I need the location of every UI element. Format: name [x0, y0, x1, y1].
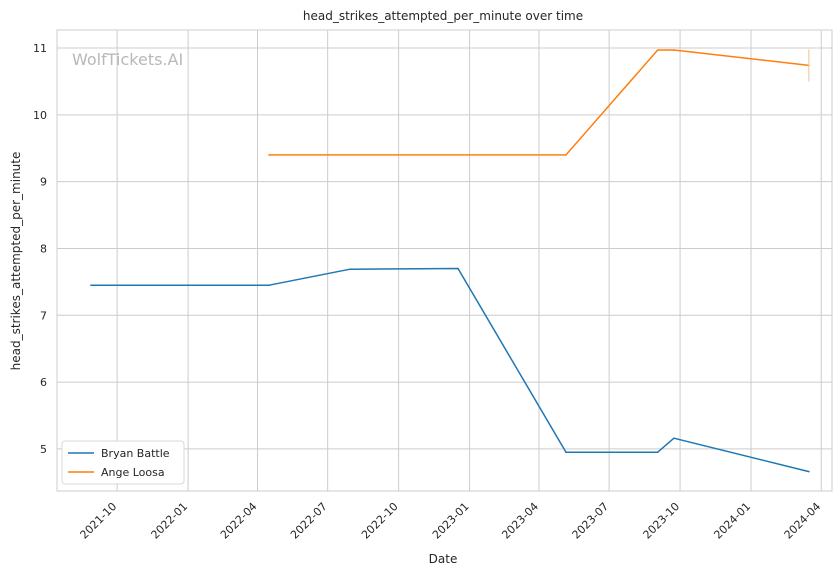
y-axis-ticks: 5 6 7 8 9 10 11 — [33, 42, 47, 456]
data-point-ange-loosa — [268, 154, 270, 156]
y-tick-label: 5 — [40, 443, 47, 456]
data-point-bryan-battle — [457, 267, 459, 270]
data-point-bryan-battle — [656, 451, 659, 454]
y-tick-label: 8 — [40, 242, 47, 255]
series-line-bryan-battle — [90, 267, 810, 473]
y-tick-label: 7 — [40, 309, 47, 322]
y-tick-label: 6 — [40, 376, 47, 389]
data-point-ange-loosa — [673, 49, 675, 51]
data-point-ange-loosa — [565, 154, 567, 156]
plot-frame — [56, 29, 833, 492]
chart-title: head_strikes_attempted_per_minute over t… — [303, 9, 583, 23]
y-tick-label: 11 — [33, 42, 47, 55]
data-point-bryan-battle — [673, 437, 675, 440]
legend: Bryan Battle Ange Loosa — [61, 440, 185, 485]
data-point-bryan-battle — [349, 268, 351, 270]
data-point-bryan-battle — [808, 470, 810, 473]
grid — [57, 30, 832, 491]
y-tick-label: 9 — [40, 176, 47, 189]
y-tick-label: 10 — [33, 109, 47, 122]
x-axis-label: Date — [429, 552, 458, 566]
y-axis-label: head_strikes_attempted_per_minute — [9, 152, 23, 371]
series-layer — [90, 49, 810, 473]
legend-label-bryan-battle: Bryan Battle — [101, 447, 170, 460]
watermark: WolfTickets.AI — [72, 50, 183, 69]
data-point-bryan-battle — [268, 284, 270, 287]
legend-box — [61, 440, 185, 485]
legend-label-ange-loosa: Ange Loosa — [101, 466, 165, 479]
data-point-ange-loosa — [656, 49, 659, 51]
data-point-bryan-battle — [565, 451, 567, 454]
data-point-bryan-battle — [90, 284, 92, 287]
